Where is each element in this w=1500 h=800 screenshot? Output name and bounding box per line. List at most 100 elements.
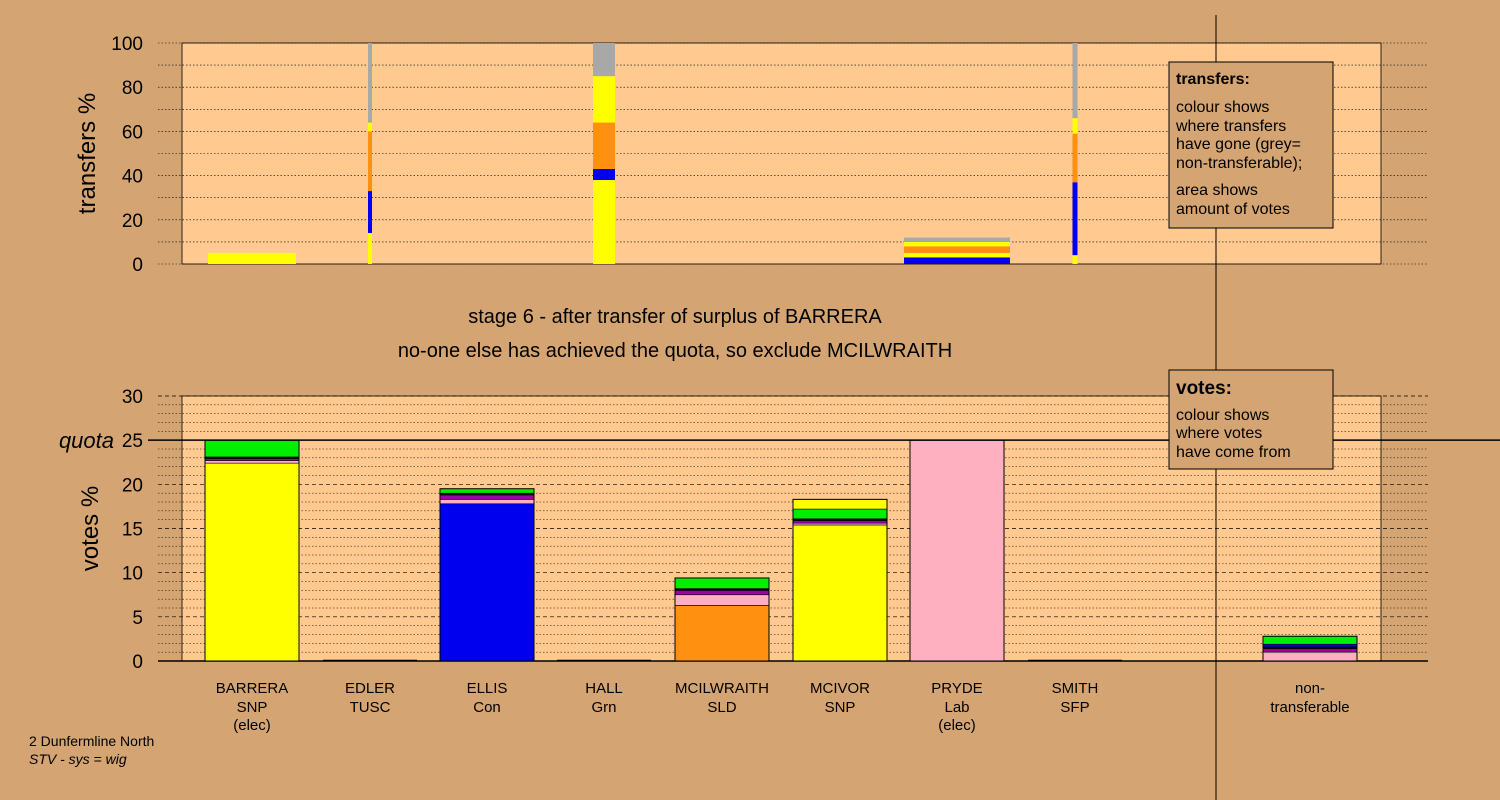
candidate-note-label: (elec) xyxy=(938,717,976,734)
transfers-legend-line: have gone (grey= xyxy=(1176,136,1301,153)
y-tick-label: 20 xyxy=(122,211,143,232)
transfers-legend-title: transfers: xyxy=(1176,71,1250,88)
transfer-segment-pryde xyxy=(904,257,1010,264)
votes-legend-line: where votes xyxy=(1175,425,1262,442)
candidate-party-label: SLD xyxy=(707,699,736,716)
transfer-segment-pryde xyxy=(904,237,1010,242)
votes-legend-line: have come from xyxy=(1176,444,1291,461)
transfers-legend: transfers: colour shows where transfers … xyxy=(1168,61,1334,229)
vote-segment xyxy=(674,594,770,606)
y-tick-label: 100 xyxy=(111,34,143,55)
transfers-legend-line: amount of votes xyxy=(1176,201,1290,218)
y-tick-label: 0 xyxy=(132,652,143,673)
transfer-segment-edler xyxy=(368,43,372,123)
stage-title: stage 6 - after transfer of surplus of B… xyxy=(468,306,882,328)
y-tick-label: 0 xyxy=(132,255,143,276)
candidate-name-label: ELLIS xyxy=(467,680,508,697)
transfers-legend-box xyxy=(1168,61,1334,229)
vote-segment xyxy=(674,605,770,662)
transfer-segment-hall xyxy=(593,168,615,181)
transfer-segment-hall xyxy=(593,122,615,169)
vote-segment xyxy=(909,439,1005,662)
transfers-y-axis-label: transfers % xyxy=(74,93,101,214)
y-tick-label: 25 xyxy=(122,431,143,452)
vote-bar-outline xyxy=(674,577,770,662)
votes-bars xyxy=(204,439,1358,662)
y-tick-label: 80 xyxy=(122,78,143,99)
candidate-party-label: Grn xyxy=(591,699,616,716)
vote-segment xyxy=(439,494,535,500)
y-tick-label: 5 xyxy=(132,608,143,629)
transfer-segment-hall xyxy=(593,76,615,123)
transfer-segment-pryde xyxy=(904,241,1010,247)
vote-segment xyxy=(792,520,888,524)
transfers-legend-line: area shows xyxy=(1176,182,1258,199)
transfer-segment-pryde xyxy=(904,252,1010,258)
candidate-name-label: non- xyxy=(1295,680,1325,697)
y-tick-label: 60 xyxy=(122,122,143,143)
vote-segment xyxy=(1262,648,1358,653)
transfers-legend-line: non-transferable); xyxy=(1176,155,1302,172)
vote-segment xyxy=(204,462,300,662)
y-tick-label: 20 xyxy=(122,475,143,496)
votes-legend-line: colour shows xyxy=(1176,407,1269,424)
transfers-y-ticks: 0 20 40 60 80 100 xyxy=(111,34,143,276)
vote-segment xyxy=(439,503,535,662)
candidate-name-label: HALL xyxy=(585,680,623,697)
candidate-note-label: (elec) xyxy=(233,717,271,734)
candidate-party-label: TUSC xyxy=(350,699,391,716)
transfer-segment-smith xyxy=(1072,133,1078,183)
candidate-name-label: SMITH xyxy=(1052,680,1099,697)
votes-y-axis-label: votes % xyxy=(77,486,104,571)
transfer-segment-hall xyxy=(593,180,615,264)
quota-label: quota xyxy=(59,428,114,453)
transfer-segment-smith xyxy=(1072,118,1078,134)
candidate-name-label: MCIVOR xyxy=(810,680,870,697)
candidate-party-label: Con xyxy=(473,699,501,716)
transfer-segment-edler xyxy=(368,131,372,192)
candidate-party-label: SNP xyxy=(237,699,268,716)
candidate-party-label: SFP xyxy=(1060,699,1089,716)
candidate-name-label: PRYDE xyxy=(931,680,982,697)
system-label: STV - sys = wig xyxy=(29,751,127,767)
vote-segment xyxy=(204,460,300,464)
vote-segment xyxy=(439,488,535,494)
transfer-segment-smith xyxy=(1072,43,1078,119)
vote-segment xyxy=(1262,643,1358,648)
vote-segment xyxy=(1262,651,1358,662)
y-tick-label: 15 xyxy=(122,520,143,541)
transfer-segment-smith xyxy=(1072,182,1078,256)
candidate-party-label: Lab xyxy=(944,699,969,716)
transfer-segment-edler xyxy=(368,233,372,264)
vote-segment xyxy=(792,508,888,520)
transfer-segment-edler xyxy=(368,191,372,234)
votes-y-ticks: 0 5 10 15 20 25 30 xyxy=(122,387,143,673)
vote-segment xyxy=(204,439,300,458)
constituency-label: 2 Dunfermline North xyxy=(29,733,154,749)
y-tick-label: 40 xyxy=(122,167,143,188)
vote-segment xyxy=(792,499,888,510)
vote-bar-outline xyxy=(1262,635,1358,662)
vote-bar-outline xyxy=(439,488,535,662)
candidate-name-label: EDLER xyxy=(345,680,395,697)
candidate-labels: BARRERASNP(elec)EDLERTUSCELLISConHALLGrn… xyxy=(216,680,1350,734)
vote-segment xyxy=(674,577,770,589)
transfer-segment-smith xyxy=(1072,255,1078,264)
votes-legend: votes: colour shows where votes have com… xyxy=(1168,369,1334,470)
y-tick-label: 30 xyxy=(122,387,143,408)
candidate-party-label: transferable xyxy=(1270,699,1349,716)
candidate-name-label: MCILWRAITH xyxy=(675,680,769,697)
y-tick-label: 10 xyxy=(122,564,143,585)
transfers-bars xyxy=(208,43,1078,264)
votes-legend-box xyxy=(1168,369,1334,470)
transfer-segment-pryde xyxy=(904,246,1010,253)
transfers-legend-line: where transfers xyxy=(1175,118,1286,135)
transfers-legend-line: colour shows xyxy=(1176,99,1269,116)
candidate-party-label: SNP xyxy=(825,699,856,716)
vote-segment xyxy=(792,524,888,662)
transfer-segment-hall xyxy=(593,43,615,77)
vote-segment xyxy=(674,590,770,596)
vote-segment xyxy=(439,499,535,505)
candidate-name-label: BARRERA xyxy=(216,680,289,697)
